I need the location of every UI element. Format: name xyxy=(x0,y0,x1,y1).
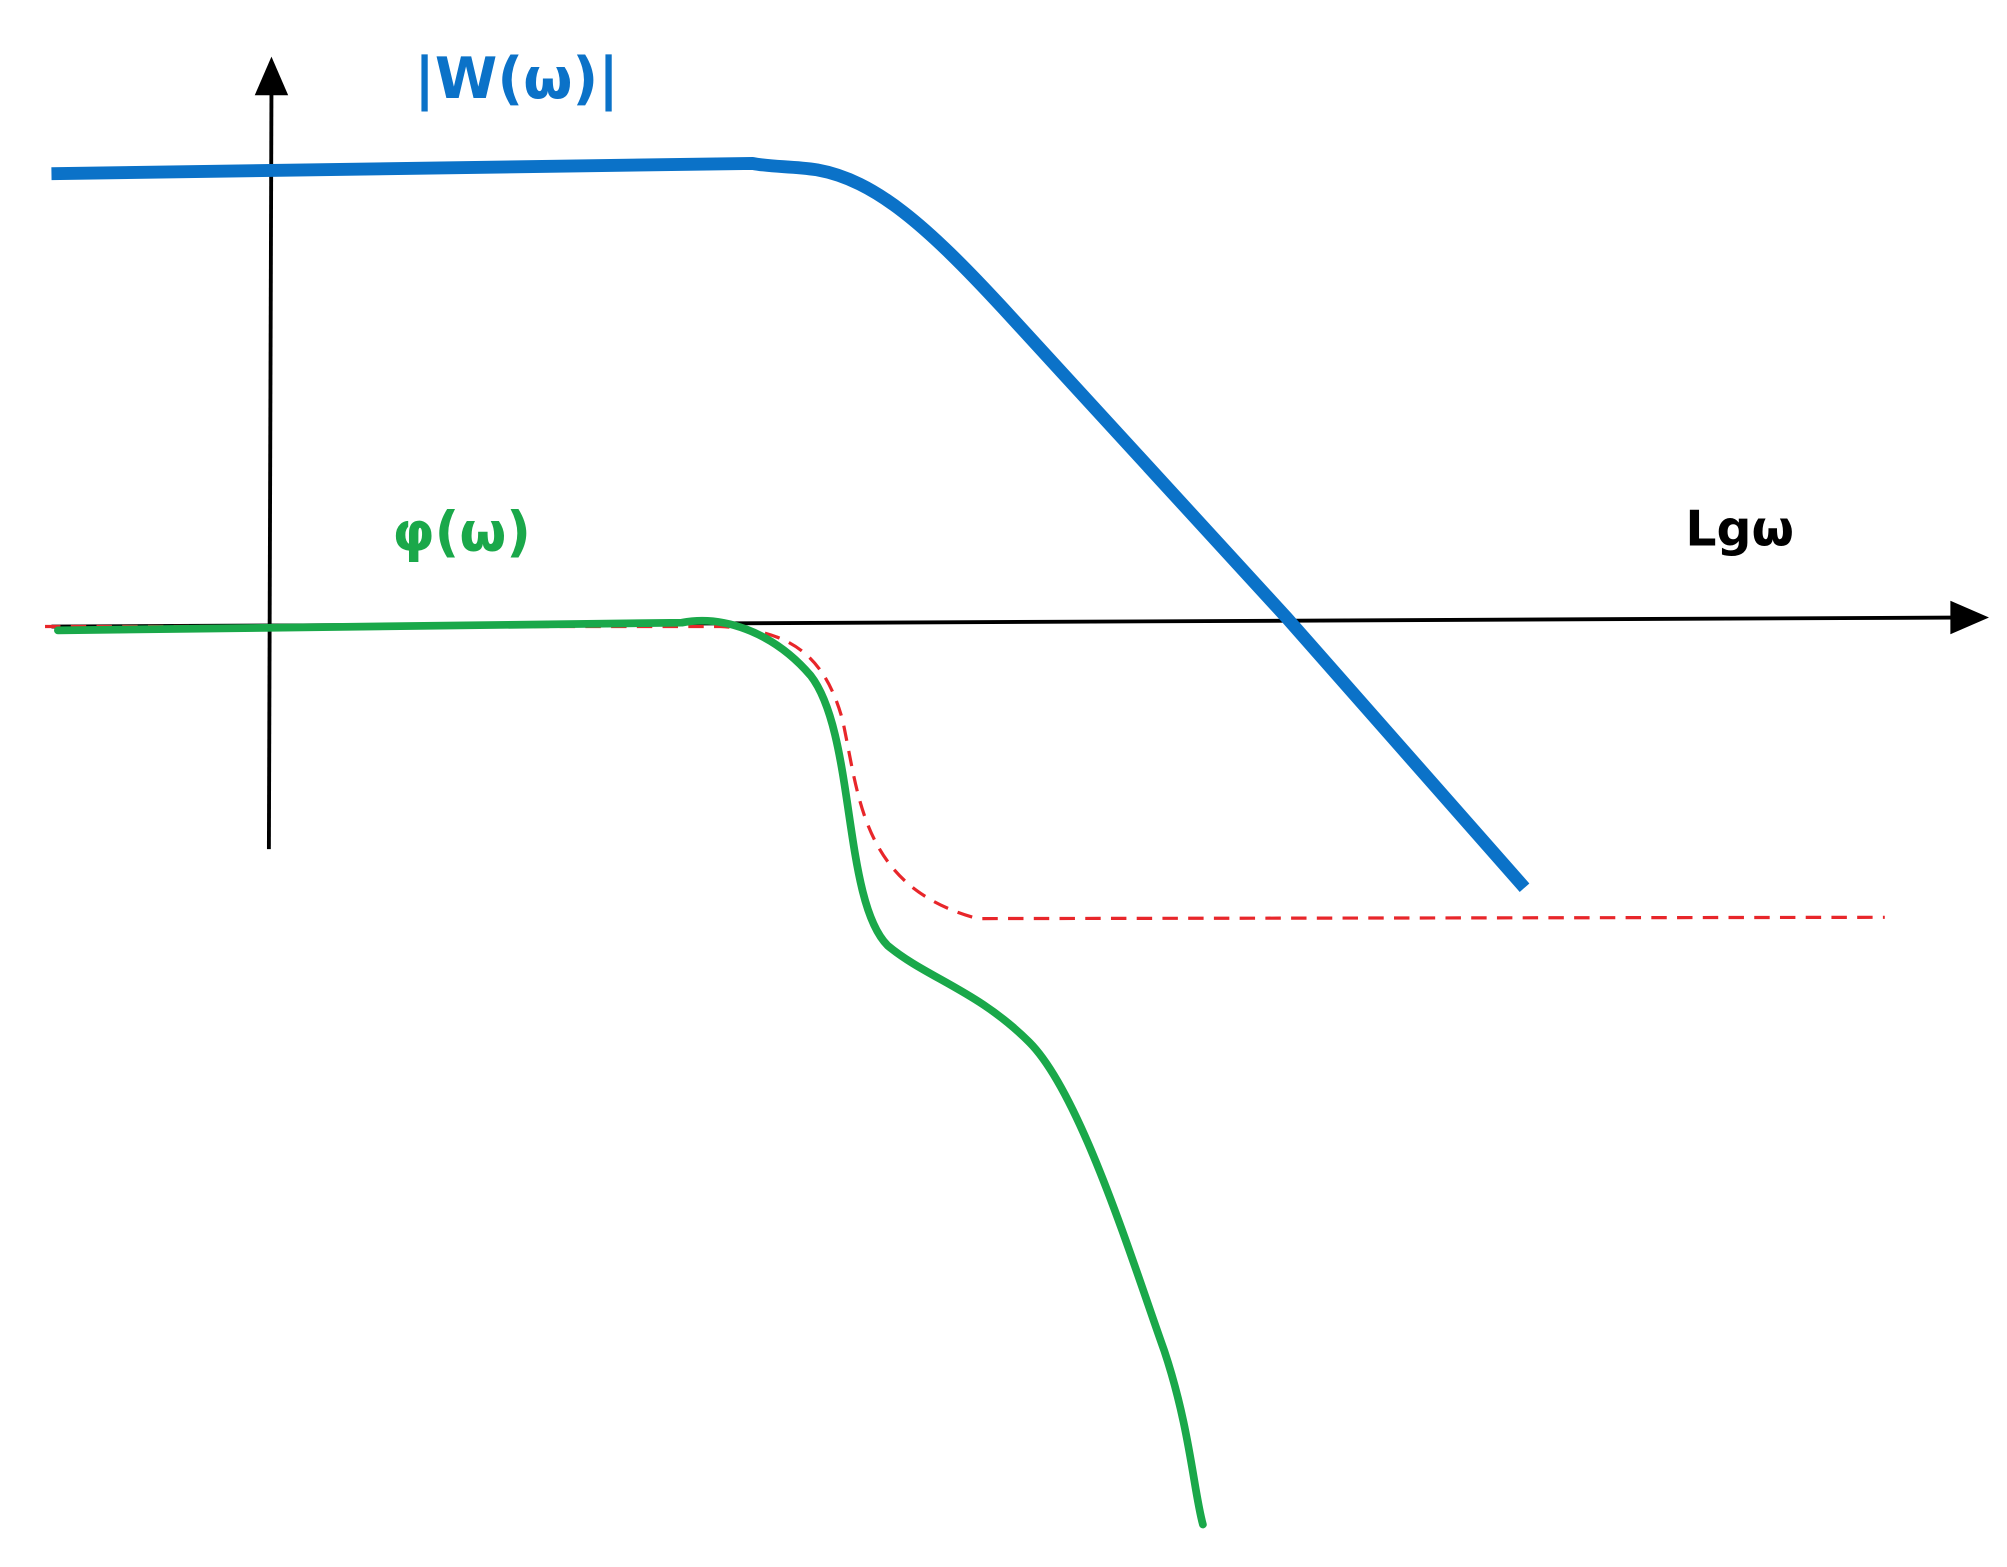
y-axis xyxy=(266,90,274,850)
y-axis-arrow xyxy=(254,56,289,96)
phase-asymptote xyxy=(45,624,1885,921)
magnitude-curve xyxy=(51,156,1530,892)
x-axis-arrow xyxy=(1950,600,1989,635)
phase-curve xyxy=(54,616,1207,1529)
x-axis-label: Lgω xyxy=(1685,500,1794,557)
magnitude-label: |W(ω)| xyxy=(414,46,619,113)
phase-label: φ(ω) xyxy=(392,501,531,564)
